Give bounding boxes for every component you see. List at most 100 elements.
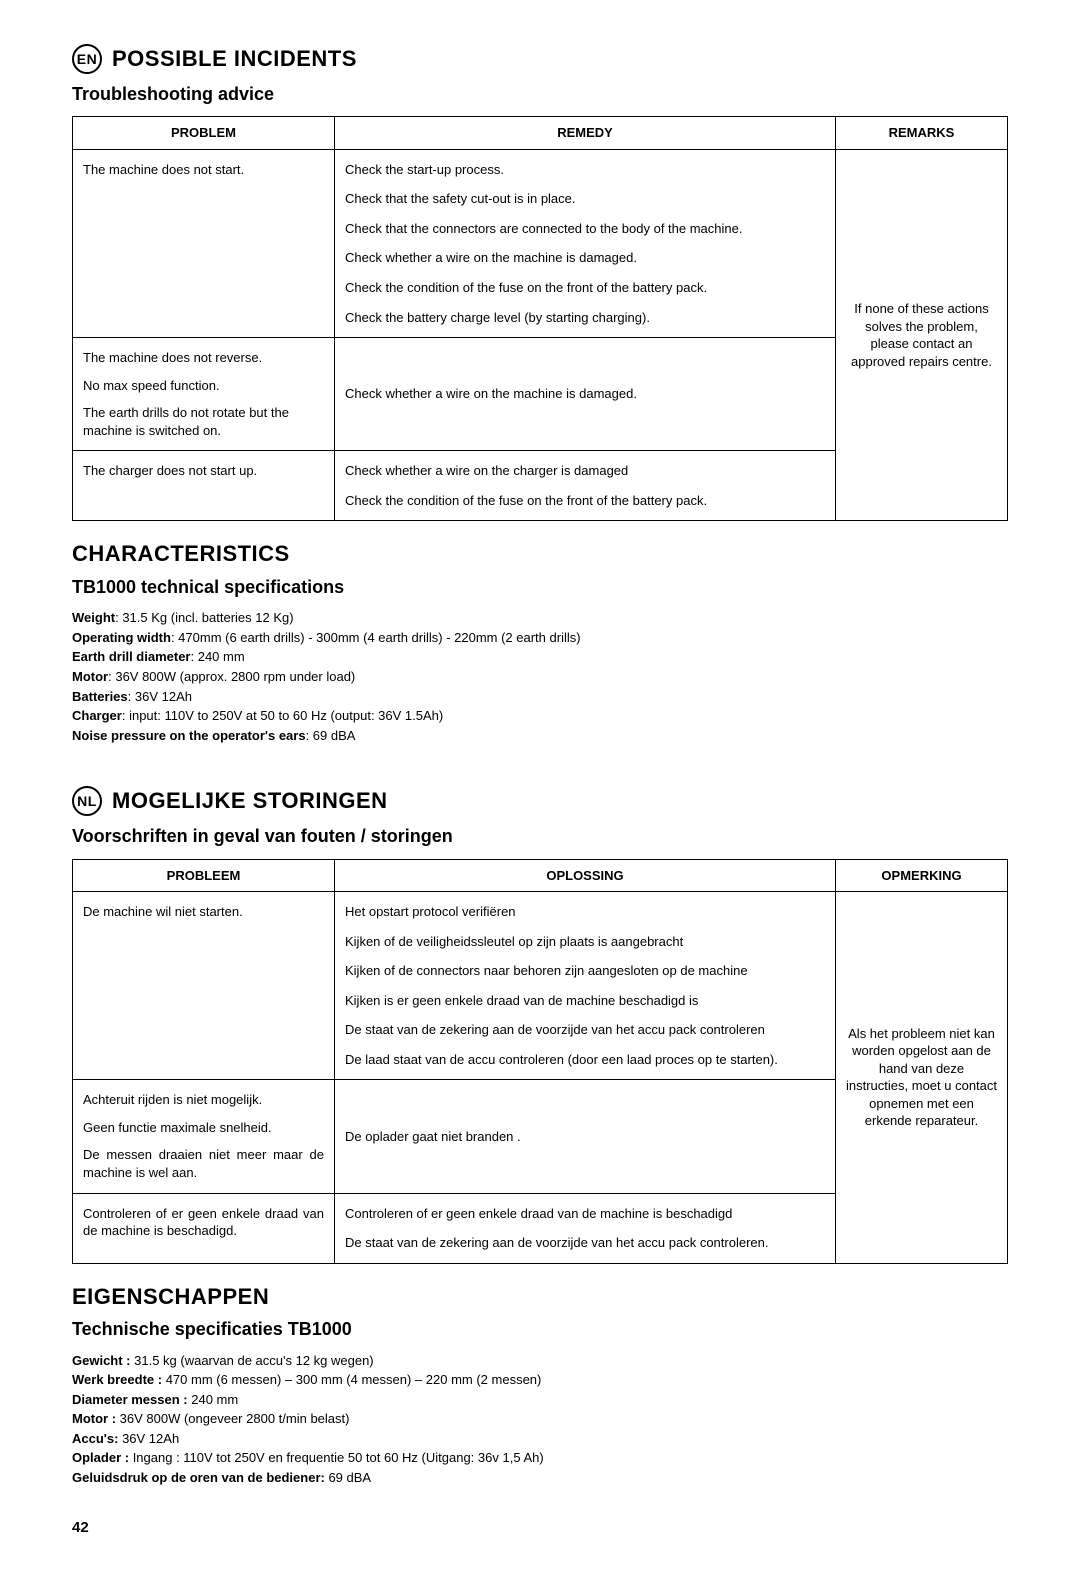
table-cell: Check whether a wire on the charger is d… [335,451,836,521]
remedy-text: Check that the safety cut-out is in plac… [345,190,825,208]
table-cell: Controleren of er geen enkele draad van … [335,1193,836,1263]
spec-label: Batteries [72,689,128,704]
table-cell: De oplader gaat niet branden . [335,1080,836,1193]
en-subtitle: Troubleshooting advice [72,82,1008,106]
spec-label: Diameter messen : [72,1392,188,1407]
table-cell: Controleren of er geen enkele draad van … [73,1193,335,1263]
spec-line: Charger: input: 110V to 250V at 50 to 60… [72,707,1008,725]
spec-value: : 36V 800W (approx. 2800 rpm under load) [108,669,355,684]
spec-label: Noise pressure on the operator's ears [72,728,306,743]
spec-value: 36V 800W (ongeveer 2800 t/min belast) [116,1411,349,1426]
en-characteristics-title: CHARACTERISTICS [72,539,1008,569]
spec-label: Accu's: [72,1431,118,1446]
spec-line: Accu's: 36V 12Ah [72,1430,1008,1448]
spec-value: 240 mm [188,1392,239,1407]
remedy-text: Controleren of er geen enkele draad van … [345,1205,825,1223]
problem-text: No max speed function. [83,377,324,395]
spec-label: Motor : [72,1411,116,1426]
spec-value: Ingang : 110V tot 250V en frequentie 50 … [129,1450,544,1465]
table-cell: Check whether a wire on the machine is d… [335,338,836,451]
spec-value: : 36V 12Ah [128,689,192,704]
remedy-text: Het opstart protocol verifiëren [345,903,825,921]
spec-label: Operating width [72,630,171,645]
th-problem: PROBLEM [73,117,335,150]
spec-line: Operating width: 470mm (6 earth drills) … [72,629,1008,647]
table-cell: Het opstart protocol verifiëren Kijken o… [335,892,836,1080]
remedy-text: Check the condition of the fuse on the f… [345,279,825,297]
spec-line: Motor: 36V 800W (approx. 2800 rpm under … [72,668,1008,686]
remedy-text: Check the start-up process. [345,161,825,179]
table-cell: The charger does not start up. [73,451,335,521]
en-characteristics-subtitle: TB1000 technical specifications [72,575,1008,599]
spec-label: Motor [72,669,108,684]
lang-badge-nl: NL [72,786,102,816]
spec-value: 470 mm (6 messen) – 300 mm (4 messen) – … [162,1372,541,1387]
nl-troubleshooting-table: PROBLEEM OPLOSSING OPMERKING De machine … [72,859,1008,1264]
spec-line: Earth drill diameter: 240 mm [72,648,1008,666]
nl-title: MOGELIJKE STORINGEN [112,786,388,816]
table-cell: Achteruit rijden is niet mogelijk. Geen … [73,1080,335,1193]
spec-label: Werk breedte : [72,1372,162,1387]
spec-line: Werk breedte : 470 mm (6 messen) – 300 m… [72,1371,1008,1389]
spec-label: Weight [72,610,115,625]
lang-badge-en: EN [72,44,102,74]
problem-text: The machine does not reverse. [83,349,324,367]
table-cell: De machine wil niet starten. [73,892,335,1080]
th-remedy: OPLOSSING [335,859,836,892]
remedy-text: De oplader gaat niet branden . [345,1128,825,1146]
spec-line: Weight: 31.5 Kg (incl. batteries 12 Kg) [72,609,1008,627]
spec-label: Charger [72,708,122,723]
spec-label: Geluidsdruk op de oren van de bediener: [72,1470,325,1485]
spec-line: Batteries: 36V 12Ah [72,688,1008,706]
spec-label: Earth drill diameter [72,649,190,664]
remedy-text: Check the battery charge level (by start… [345,309,825,327]
problem-text: Geen functie maximale snelheid. [83,1119,324,1137]
th-remarks: REMARKS [836,117,1008,150]
remarks-cell: Als het probleem niet kan worden opgelos… [836,892,1008,1264]
spec-value: 31.5 kg (waarvan de accu's 12 kg wegen) [131,1353,374,1368]
nl-subtitle: Voorschriften in geval van fouten / stor… [72,824,1008,848]
remedy-text: Check the condition of the fuse on the f… [345,492,825,510]
th-remedy: REMEDY [335,117,836,150]
remedy-text: Check whether a wire on the machine is d… [345,385,825,403]
problem-text: Controleren of er geen enkele draad van … [83,1205,324,1240]
nl-characteristics-title: EIGENSCHAPPEN [72,1282,1008,1312]
spec-line: Diameter messen : 240 mm [72,1391,1008,1409]
remedy-text: Check that the connectors are connected … [345,220,825,238]
spec-value: : 240 mm [190,649,244,664]
remedy-text: Kijken of de veiligheidssleutel op zijn … [345,933,825,951]
problem-text: The machine does not start. [83,161,324,179]
remedy-text: Check whether a wire on the charger is d… [345,462,825,480]
page-number: 42 [72,1518,1008,1538]
th-remarks: OPMERKING [836,859,1008,892]
table-cell: The machine does not start. [73,149,335,337]
problem-text: The earth drills do not rotate but the m… [83,404,324,439]
spec-value: 36V 12Ah [118,1431,179,1446]
remarks-cell: If none of these actions solves the prob… [836,149,1008,521]
spec-line: Oplader : Ingang : 110V tot 250V en freq… [72,1449,1008,1467]
remedy-text: De laad staat van de accu controleren (d… [345,1051,825,1069]
table-cell: The machine does not reverse. No max spe… [73,338,335,451]
nl-characteristics-subtitle: Technische specificaties TB1000 [72,1317,1008,1341]
problem-text: The charger does not start up. [83,462,324,480]
spec-value: 69 dBA [325,1470,371,1485]
th-problem: PROBLEEM [73,859,335,892]
spec-line: Geluidsdruk op de oren van de bediener: … [72,1469,1008,1487]
remedy-text: Check whether a wire on the machine is d… [345,249,825,267]
spec-value: : 470mm (6 earth drills) - 300mm (4 eart… [171,630,581,645]
remedy-text: Kijken is er geen enkele draad van de ma… [345,992,825,1010]
spec-label: Oplader : [72,1450,129,1465]
problem-text: De machine wil niet starten. [83,903,324,921]
spec-line: Gewicht : 31.5 kg (waarvan de accu's 12 … [72,1352,1008,1370]
en-title: POSSIBLE INCIDENTS [112,44,357,74]
remedy-text: De staat van de zekering aan de voorzijd… [345,1234,825,1252]
spec-value: : 69 dBA [306,728,356,743]
problem-text: Achteruit rijden is niet mogelijk. [83,1091,324,1109]
spec-line: Motor : 36V 800W (ongeveer 2800 t/min be… [72,1410,1008,1428]
nl-section-header: NL MOGELIJKE STORINGEN [72,786,1008,816]
en-section-header: EN POSSIBLE INCIDENTS [72,44,1008,74]
en-troubleshooting-table: PROBLEM REMEDY REMARKS The machine does … [72,116,1008,521]
spec-line: Noise pressure on the operator's ears: 6… [72,727,1008,745]
remedy-text: De staat van de zekering aan de voorzijd… [345,1021,825,1039]
spec-value: : input: 110V to 250V at 50 to 60 Hz (ou… [122,708,443,723]
